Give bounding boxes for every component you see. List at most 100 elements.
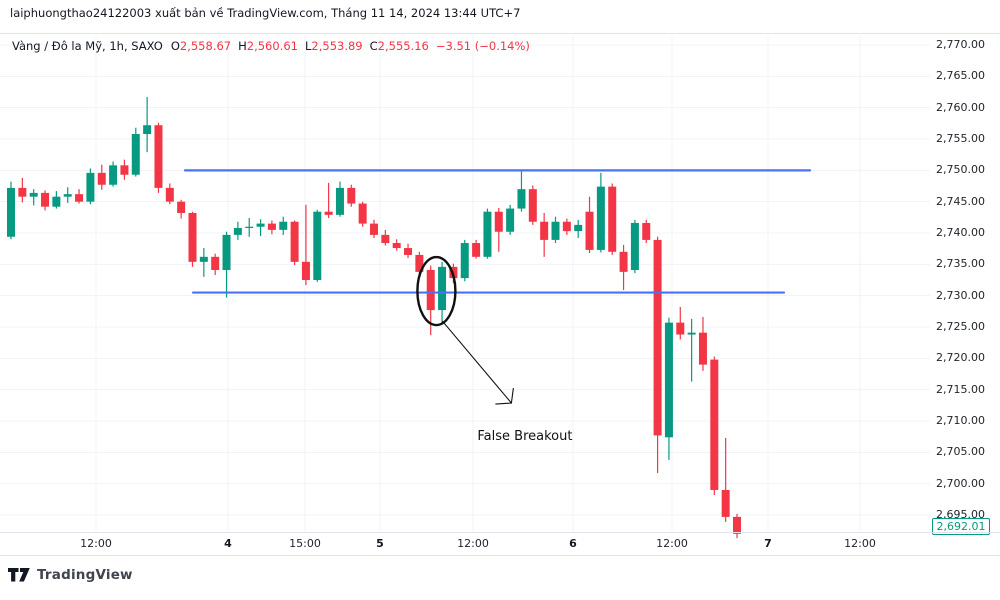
time-tick-label: 7	[764, 537, 772, 550]
price-tick-label: 2,740.00	[936, 226, 985, 239]
candle-body	[279, 221, 288, 230]
price-tick-label: 2,695.00	[936, 508, 985, 522]
last-price-badge: 2,692.01	[932, 518, 990, 535]
false-breakout-label[interactable]: False Breakout	[477, 429, 573, 445]
candle-body	[381, 234, 390, 244]
candle-body	[29, 192, 38, 197]
time-axis[interactable]: 12:00 4 15:00 5 12:00 6 12:00 7 12:00	[0, 532, 930, 555]
candle-body	[75, 194, 84, 202]
price-tick-label: 2,765.00	[936, 69, 985, 83]
price-tick-label: 2,725.00	[936, 320, 985, 333]
candle-body	[540, 221, 549, 240]
candle-body	[733, 516, 741, 534]
time-tick-label: 15:00	[289, 537, 321, 550]
price-tick-label: 2,745.00	[936, 194, 985, 208]
candle-body	[653, 239, 662, 436]
candle-body	[199, 256, 208, 262]
time-tick-label: 6	[569, 537, 577, 550]
time-tick-label: 12:00	[457, 537, 489, 550]
price-tick-label: 2,715.00	[936, 382, 985, 396]
candle-body	[562, 221, 571, 232]
candle-body	[347, 187, 356, 204]
candle-body	[551, 221, 560, 240]
candle-body	[528, 189, 537, 222]
candle-body	[154, 125, 163, 188]
price-tick-label: 2,700.00	[936, 476, 985, 490]
candle-body	[267, 223, 276, 230]
candle-body	[698, 332, 707, 365]
price-tick-label: 2,750.00	[936, 163, 985, 177]
candle-body	[313, 211, 322, 281]
candle-body	[630, 222, 639, 270]
candle-body	[438, 266, 447, 311]
candle-body	[41, 192, 50, 207]
candle-body	[721, 489, 730, 517]
time-tick-label: 5	[376, 537, 384, 550]
candle-body	[619, 251, 628, 272]
price-change: −3.51 (−0.14%)	[435, 39, 530, 53]
candle-body	[608, 186, 617, 252]
attribution-text: laiphuongthao24122003 xuất bản về Tradin…	[10, 6, 521, 20]
tradingview-brand-name: TradingView	[37, 567, 133, 583]
candle-body	[358, 203, 367, 224]
candle-body	[290, 221, 299, 262]
annotation-arrow-head	[495, 387, 514, 405]
price-axis[interactable]: 2,770.00 2,765.00 2,760.00 2,755.00 2,750.00…	[930, 33, 1000, 532]
price-tick-label: 2,755.00	[936, 132, 985, 145]
candle-body	[233, 227, 242, 235]
candle-body	[245, 226, 254, 228]
price-tick-label: 2,760.00	[936, 100, 985, 114]
candle-body	[392, 243, 401, 249]
candle-body	[86, 172, 95, 202]
footer-divider	[0, 555, 1000, 556]
ohlc-high: H2,560.61	[238, 39, 298, 53]
candle-body	[211, 256, 220, 270]
time-tick-label: 12:00	[656, 537, 688, 550]
candle-body	[415, 254, 424, 272]
candle-body	[335, 187, 344, 215]
candle-body	[370, 223, 378, 235]
candle-body	[460, 243, 469, 279]
candle-body	[596, 186, 605, 250]
price-tick-label: 2,735.00	[936, 257, 985, 271]
candle-body	[483, 211, 492, 257]
price-tick-label: 2,705.00	[936, 445, 985, 459]
candle-body	[63, 194, 72, 197]
price-tick-label: 2,770.00	[936, 38, 985, 51]
time-axis-divider	[0, 532, 1000, 533]
tradingview-brand[interactable]: TradingView	[8, 567, 133, 583]
time-tick-label: 4	[224, 537, 232, 550]
tradingview-logo-icon	[8, 568, 30, 582]
price-tick-label: 2,710.00	[936, 414, 985, 428]
candle-body	[494, 211, 503, 232]
candle-body	[301, 261, 310, 281]
candle-body	[710, 359, 719, 490]
breakout-circle[interactable]	[416, 255, 457, 327]
annotation-arrow-line	[441, 320, 512, 404]
price-tick-label: 2,730.00	[936, 288, 985, 302]
candle-body	[687, 332, 696, 335]
candle-body	[177, 201, 186, 213]
candle-body	[676, 322, 685, 335]
ohlc-close: C2,555.16	[369, 39, 429, 53]
candle-body	[664, 322, 673, 438]
ohlc-low: L2,553.89	[304, 39, 363, 53]
symbol-title[interactable]: Vàng / Đô la Mỹ, 1h, SAXO	[12, 39, 163, 53]
candle-body	[109, 165, 118, 185]
candle-body	[472, 243, 481, 257]
candle-body	[506, 208, 515, 232]
ohlc-open: O2,558.67	[170, 39, 232, 53]
candle-body	[426, 269, 435, 311]
chart-legend: Vàng / Đô la Mỹ, 1h, SAXO O2,558.67 H2,560…	[12, 39, 530, 53]
candle-body	[188, 212, 197, 262]
candle-body	[404, 248, 413, 255]
candle-body	[52, 196, 61, 207]
candle-body	[324, 211, 333, 215]
time-tick-label: 12:00	[844, 537, 876, 550]
candle-body	[517, 189, 526, 209]
candle-body	[256, 223, 265, 227]
candle-body	[165, 187, 174, 202]
candle-body	[585, 211, 594, 250]
